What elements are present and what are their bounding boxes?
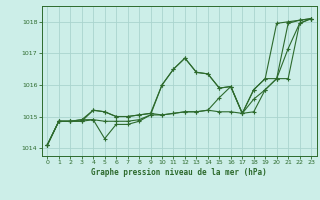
X-axis label: Graphe pression niveau de la mer (hPa): Graphe pression niveau de la mer (hPa) [91,168,267,177]
